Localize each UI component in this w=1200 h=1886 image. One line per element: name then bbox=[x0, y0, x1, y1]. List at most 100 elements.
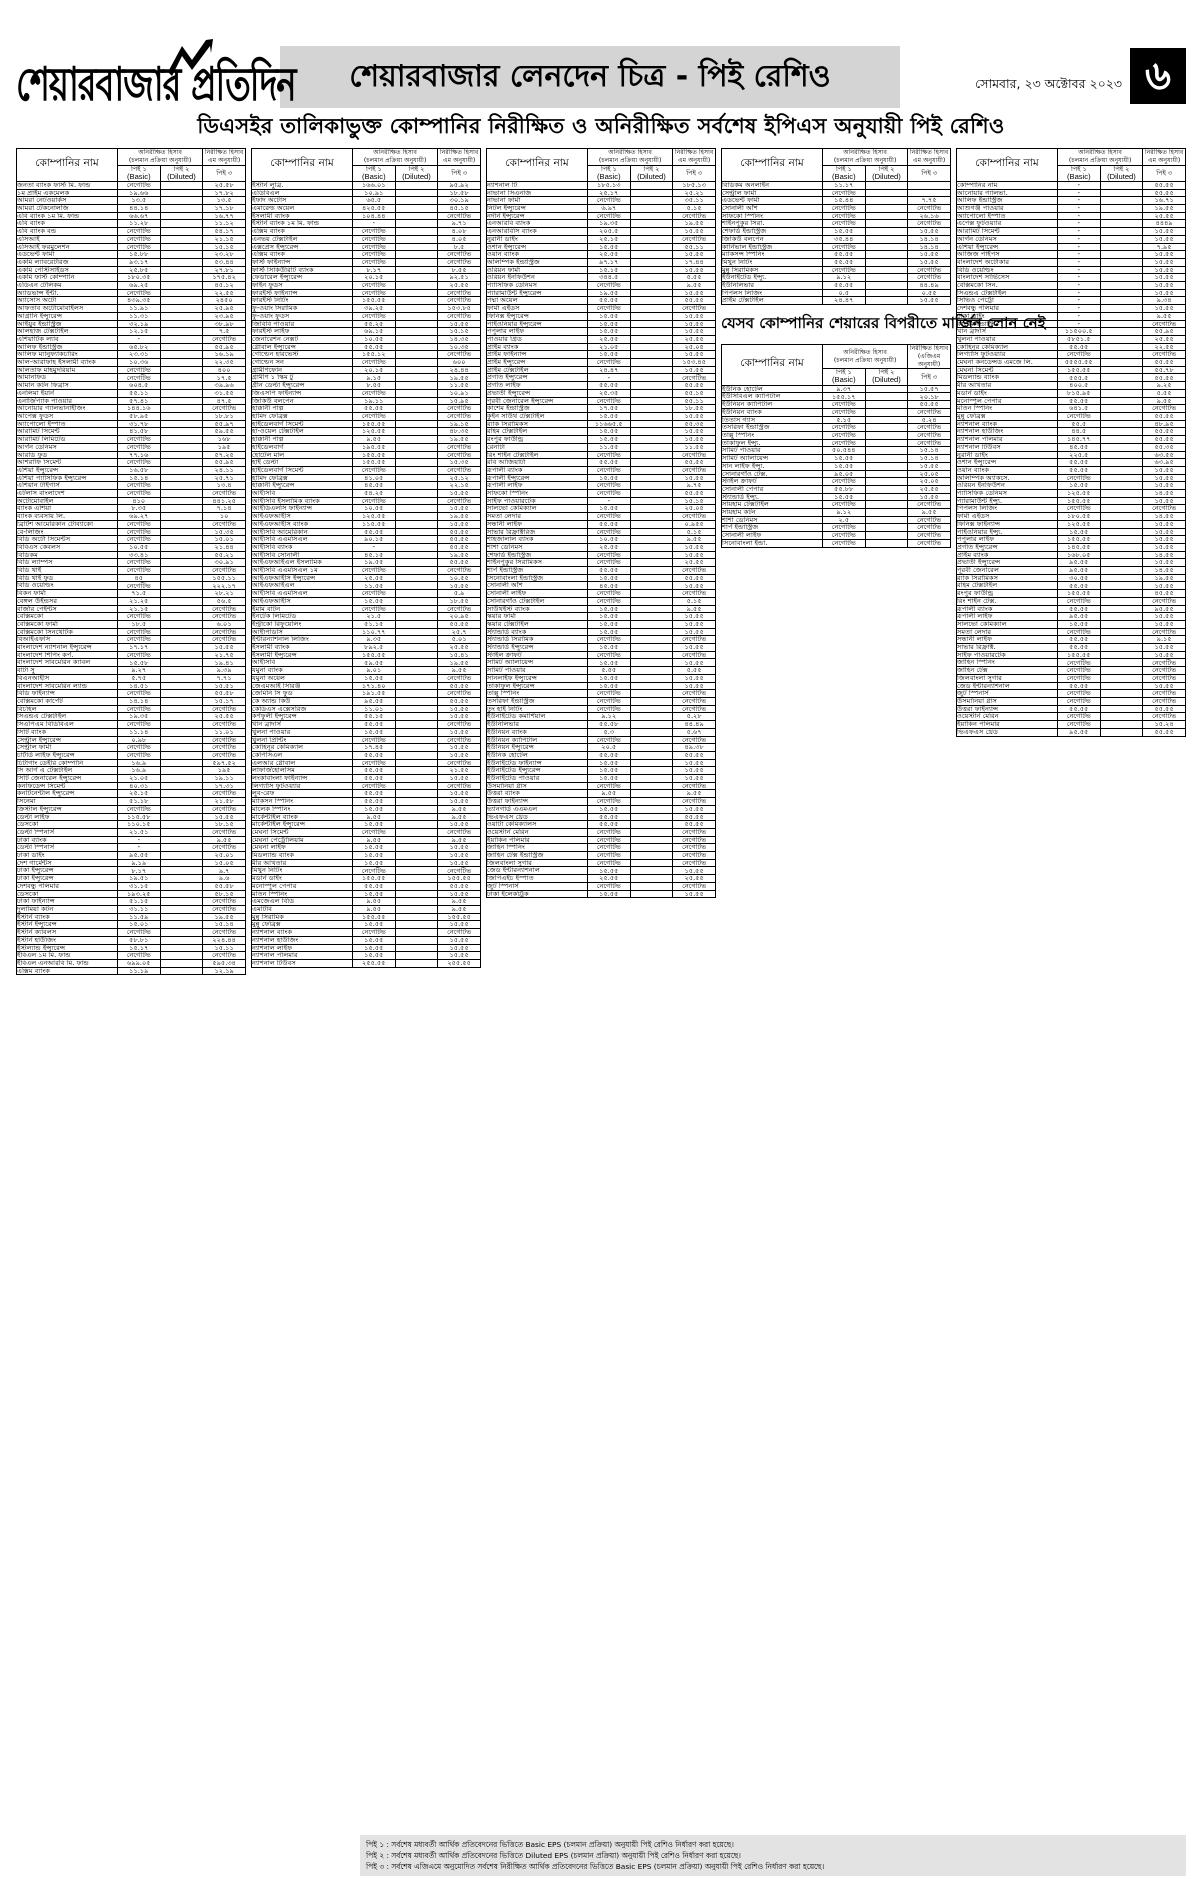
pe-value-1: ৫৫.৫৫ bbox=[1056, 342, 1101, 352]
table-row: খান ব্রাদার্স ৫৫.৫৫ নেগেটিভ bbox=[251, 720, 481, 729]
company-name: এডভেন্ট ফার্মা bbox=[16, 250, 118, 259]
pe-value-1: ১৫৫.৫৫ bbox=[351, 458, 396, 467]
pe-value-1: ১৫.৫৮ bbox=[116, 658, 161, 668]
table-row: এশিয়া ইন্স্যুরেন্স -৭.৯৫ bbox=[956, 242, 1186, 252]
pe-value-3: ৯.৩৪ bbox=[1142, 296, 1186, 306]
pe-value-1: নেগেটিভ bbox=[821, 265, 866, 275]
table-row: আরামিট সিমেন্ট -১৫.৫৫ bbox=[956, 227, 1186, 236]
table-row: রহিম টেক্সটাইল ১৫.৫৫ ১৫.৫৫ bbox=[486, 427, 716, 437]
pe-value-2 bbox=[394, 827, 439, 837]
table-row: ১ম প্রাইম একমেলক ১৯.৬৬ ১৭.৮২ bbox=[16, 188, 246, 198]
table-row: আর্গন ডেনিমস -১৫.৫৫ bbox=[956, 234, 1186, 244]
pe-value-3: ১৫.৫৫ bbox=[672, 889, 716, 899]
pe-value-3: নেগেটিভ bbox=[437, 735, 481, 745]
pe-value-2 bbox=[629, 627, 674, 637]
table-row: ইন্ট্রাকো রিফুয়েলিং ৫১.১৫ ৫৫.৫৫ bbox=[251, 619, 481, 629]
pe-value-2 bbox=[159, 512, 204, 521]
pe-value-1: নেগেটিভ bbox=[116, 627, 161, 637]
company-name: এনআরবি ব্যাংক bbox=[486, 219, 588, 229]
pe-value-3: ৯.৫৫ bbox=[672, 604, 716, 614]
company-name: কোহিনূর কেমিক্যাল bbox=[956, 342, 1058, 352]
table-row: আমানফিড নেগেটিভ ১৭.৫ bbox=[16, 373, 246, 383]
pe-value-1: ১২৫.৫৫ bbox=[1056, 489, 1101, 498]
pe-value-3: ১৭.৮২ bbox=[202, 188, 246, 198]
pe-value-3: ১৪.৩৫ bbox=[437, 334, 481, 344]
company-name: জুট স্পিনার্স bbox=[956, 689, 1058, 698]
pe-value-3: ৪০০ bbox=[202, 365, 246, 375]
company-name: খুলনা প্রিন্টিং bbox=[251, 735, 353, 745]
pe-value-3: ১৬৮ bbox=[202, 435, 246, 444]
pe-value-1: - bbox=[116, 843, 161, 853]
pe-value-2 bbox=[1099, 465, 1144, 475]
company-name: ভ্যানগার্ড এএমএল bbox=[486, 804, 588, 814]
table-row: ঢাকা ইলেকট্রিক ১৫.৫৫ ১৫.৫৫ bbox=[486, 889, 716, 899]
pe-rows-3: ন্যাশনাল টি ১৮৫.১৩ ১৮৫.১৩ নাভানা সিএনজি ২৫.১… bbox=[486, 180, 716, 899]
table-row: সাইফ পাওয়ারটেক -১৫.১৫ bbox=[486, 496, 716, 506]
pe-value-1: - bbox=[1056, 273, 1101, 283]
pe-value-3: ১০.৫৫ bbox=[437, 573, 481, 583]
company-name: ওয়েস্টার্ন মেরিন bbox=[956, 712, 1058, 722]
pe-value-3: ১৫.৫৫ bbox=[672, 473, 716, 483]
pe-value-3: ৫.২৪ bbox=[907, 415, 951, 425]
pe-value-3: ১৭.৫ bbox=[202, 373, 246, 383]
pe-value-1: নেগেটিভ bbox=[586, 635, 631, 645]
pe-value-2 bbox=[629, 250, 674, 259]
company-name: বিডিকম অনলাইন bbox=[721, 180, 823, 190]
company-name: মতিন স্পিনিং bbox=[251, 889, 353, 899]
pe-value-1: নেগেটিভ bbox=[586, 650, 631, 660]
pe-value-1: নেগেটিভ bbox=[351, 358, 396, 367]
pe-value-1: নেগেটিভ bbox=[351, 589, 396, 598]
company-name: আইসিবি এএমসিএল ১ম bbox=[251, 566, 353, 575]
company-name: হোটেল মাল bbox=[251, 450, 353, 460]
table-row: বেক্সিমকো ফার্মা ১৮.৫ ৬.০১ bbox=[16, 619, 246, 629]
pe-value-2 bbox=[394, 288, 439, 298]
pe-value-1: ১৫৫.৫৫ bbox=[1056, 589, 1101, 598]
table-row: সন্ধানী লাইফ ৫৫.৫৫ ৯.১৫ bbox=[956, 635, 1186, 645]
pe-value-2 bbox=[159, 227, 204, 236]
table-row: ইয়াকিন পলিমার নেগেটিভ নেগেটিভ bbox=[486, 835, 716, 845]
pe-value-1: ১৫.৫৫ bbox=[821, 227, 866, 236]
pe-value-1: ১৫৫.৫৫ bbox=[351, 419, 396, 429]
pe-value-1: নেগেটিভ bbox=[821, 438, 866, 448]
company-name: সাইফ পাওয়ারটেক bbox=[956, 650, 1058, 660]
table-row: প্যাসিফিক ডেনিমস ১২৫.৫৫ ১৪.৫৫ bbox=[956, 489, 1186, 498]
company-name: অ্যাপোলো ইস্পাত bbox=[956, 211, 1058, 221]
pe-value-1: নেগেটিভ bbox=[116, 704, 161, 714]
pe-value-2 bbox=[394, 781, 439, 791]
table-row: ইউনাইটেড কমার্শিয়াল ৯.১২ ৫.২৮ bbox=[486, 712, 716, 722]
table-row: বিএনআইসি ৫.৭৫ ৭.৭১ bbox=[16, 673, 246, 683]
pe-value-1: ১৫৫.৫৫ bbox=[1056, 496, 1101, 506]
pe-value-2 bbox=[394, 350, 439, 360]
table-row: ইমাম বাটন নেগেটিভ নেগেটিভ bbox=[251, 604, 481, 614]
pe-value-1: নেগেটিভ bbox=[116, 234, 161, 244]
pe-value-2 bbox=[1099, 388, 1144, 398]
table-row: পদ্মা অয়েল ৫৫.৫৫ ৫৫.৫৫ bbox=[486, 296, 716, 306]
table-row: কনটিনেন্টাল ইন্স্যুরেন্স ২৫.১৫ নেগেটিভ bbox=[16, 789, 246, 799]
pe-value-1: নেগেটিভ bbox=[116, 750, 161, 760]
pe-value-1: নেগেটিভ bbox=[1056, 658, 1101, 668]
table-row: কাশেম ইন্ডাস্ট্রিজ ১৭.৫৫ ১৮.৫৫ bbox=[486, 404, 716, 413]
pe-value-1: নেগেটিভ bbox=[116, 458, 161, 467]
company-name: বেক্সিমকো কার্পেট bbox=[16, 697, 118, 706]
pe-value-3: ৯২.৫১ bbox=[437, 273, 481, 283]
pe-value-1: নেগেটিভ bbox=[116, 535, 161, 544]
pe-value-3: নেগেটিভ bbox=[202, 897, 246, 906]
pe-value-2 bbox=[1099, 327, 1144, 336]
pe-value-2 bbox=[394, 473, 439, 483]
pe-value-3: ১৫.৫৫ bbox=[1142, 496, 1186, 506]
pe-value-3: ১৫.৫৫ bbox=[1142, 527, 1186, 537]
pe-value-3: ৯.৫৫ bbox=[672, 535, 716, 544]
pe-value-1: ১৫.৫৫ bbox=[351, 843, 396, 853]
company-name: আরামিট সিমেন্ট bbox=[16, 427, 118, 437]
pe-value-2 bbox=[159, 319, 204, 329]
pe-value-1: নেগেটিভ bbox=[116, 489, 161, 498]
table-row: ইস্টল্যান্ড ইন্স্যুরেন্স ১৫.১৭ ১৫.১১ bbox=[16, 943, 246, 953]
pe-value-2 bbox=[864, 484, 909, 494]
pe-value-3: ১৫.৫৫ bbox=[672, 804, 716, 814]
pe-value-1: ৫৫.৫৫ bbox=[821, 257, 866, 267]
pe-value-3: নেগেটিভ bbox=[672, 512, 716, 521]
pe-value-2 bbox=[1099, 558, 1144, 568]
company-name: আল-আরাফাহ ইসলামী ব্যাংক bbox=[16, 358, 118, 367]
pe-value-2 bbox=[159, 180, 204, 190]
